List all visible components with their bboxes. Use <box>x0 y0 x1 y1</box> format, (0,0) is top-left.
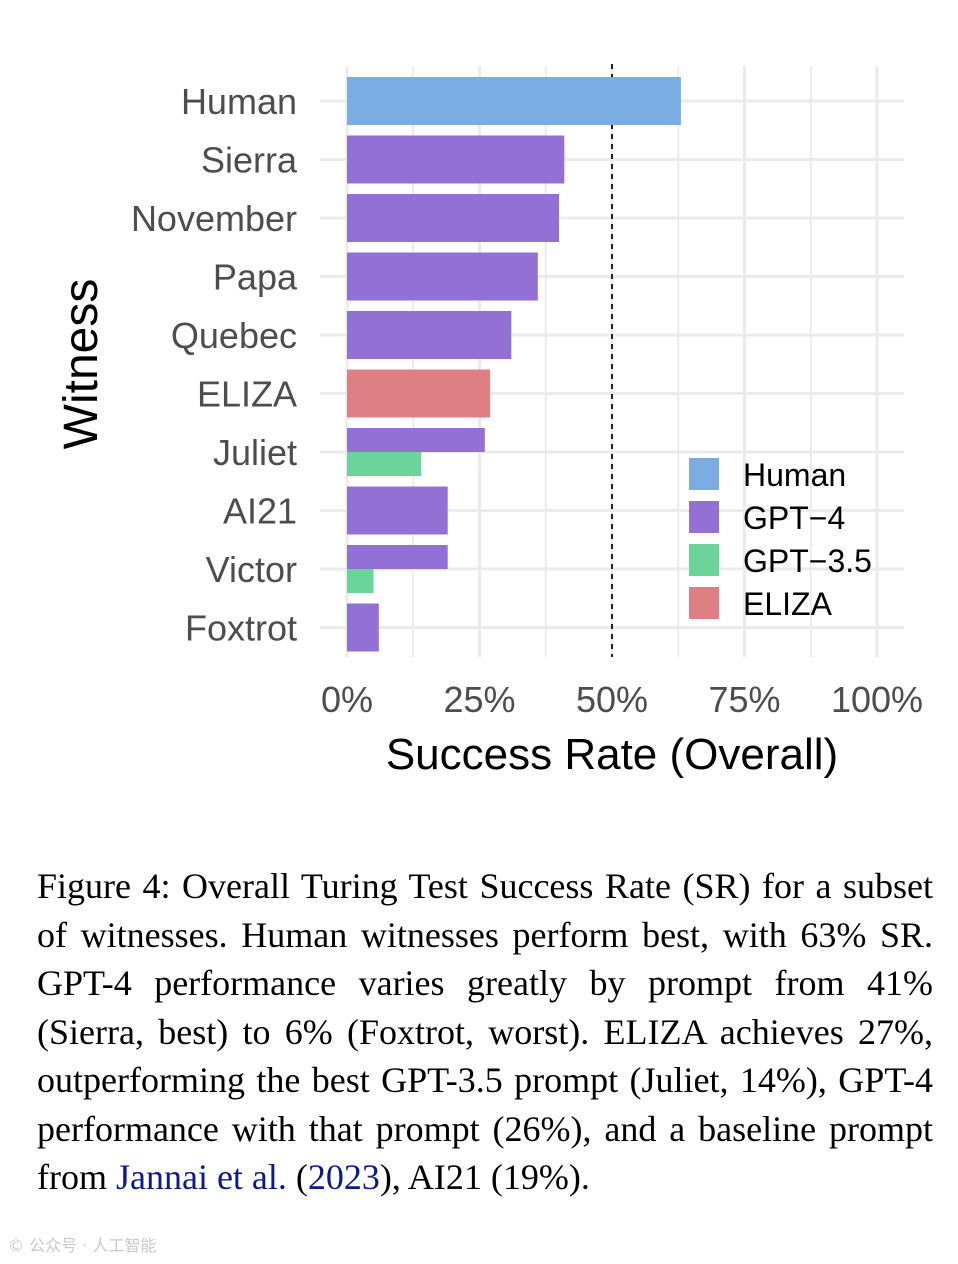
x-axis-title: Success Rate (Overall) <box>386 730 838 779</box>
watermark: © 公众号 · 人工智能 <box>8 1236 157 1255</box>
y-tick-label-papa: Papa <box>213 257 298 298</box>
bar-foxtrot-gpt4 <box>347 603 379 652</box>
x-tick-label: 100% <box>831 679 923 720</box>
y-tick-label-november: November <box>131 198 297 239</box>
y-tick-label-quebec: Quebec <box>171 315 297 356</box>
bars <box>347 77 681 652</box>
y-tick-label-juliet: Juliet <box>213 432 297 473</box>
y-tick-label-victor: Victor <box>206 549 297 590</box>
legend-label: GPT−3.5 <box>743 543 872 579</box>
legend-swatch <box>689 458 719 490</box>
legend-swatch <box>689 501 719 533</box>
citation-open-paren: ( <box>286 1157 308 1197</box>
y-tick-labels: Human Sierra November Papa Quebec ELIZA Juliet… <box>131 81 298 649</box>
y-tick-label-human: Human <box>181 81 297 122</box>
citation-year-link[interactable]: 2023 <box>307 1157 380 1197</box>
y-tick-label-foxtrot: Foxtrot <box>185 608 297 649</box>
legend-label: ELIZA <box>743 586 833 622</box>
figure-caption: Figure 4: Overall Turing Test Success Ra… <box>37 862 933 1202</box>
y-axis-title: Witness <box>55 279 108 450</box>
bar-quebec-gpt4 <box>347 311 512 359</box>
bar-juliet-gpt35 <box>347 452 422 476</box>
x-tick-label: 25% <box>443 679 515 720</box>
legend-swatch <box>689 544 719 576</box>
caption-text-end: ), AI21 (19%). <box>379 1157 590 1197</box>
caption-text: Figure 4: Overall Turing Test Success Ra… <box>37 866 933 1197</box>
legend-label: GPT−4 <box>743 500 845 536</box>
x-tick-label: 0% <box>321 679 373 720</box>
legend: Human GPT−4 GPT−3.5 ELIZA <box>689 457 872 622</box>
bar-ai21-gpt4 <box>347 486 448 535</box>
legend-label: Human <box>743 457 846 493</box>
legend-swatch <box>689 587 719 619</box>
bar-eliza-eliza <box>347 369 491 418</box>
x-tick-label: 50% <box>576 679 648 720</box>
x-tick-labels: 0% 25% 50% 75% 100% <box>321 679 923 720</box>
bar-chart: Human Sierra November Papa Quebec ELIZA Juliet… <box>55 64 923 779</box>
bar-human-human <box>347 77 681 125</box>
y-tick-label-eliza: ELIZA <box>197 374 297 415</box>
y-tick-label-sierra: Sierra <box>201 140 298 181</box>
bar-juliet-gpt4 <box>347 428 485 452</box>
bar-sierra-gpt4 <box>347 135 565 184</box>
bar-victor-gpt35 <box>347 569 374 593</box>
bar-victor-gpt4 <box>347 545 448 569</box>
x-tick-label: 75% <box>708 679 780 720</box>
bar-papa-gpt4 <box>347 252 538 301</box>
y-tick-label-ai21: AI21 <box>223 491 297 532</box>
citation-author-link[interactable]: Jannai et al. <box>115 1157 287 1197</box>
bar-november-gpt4 <box>347 194 559 242</box>
